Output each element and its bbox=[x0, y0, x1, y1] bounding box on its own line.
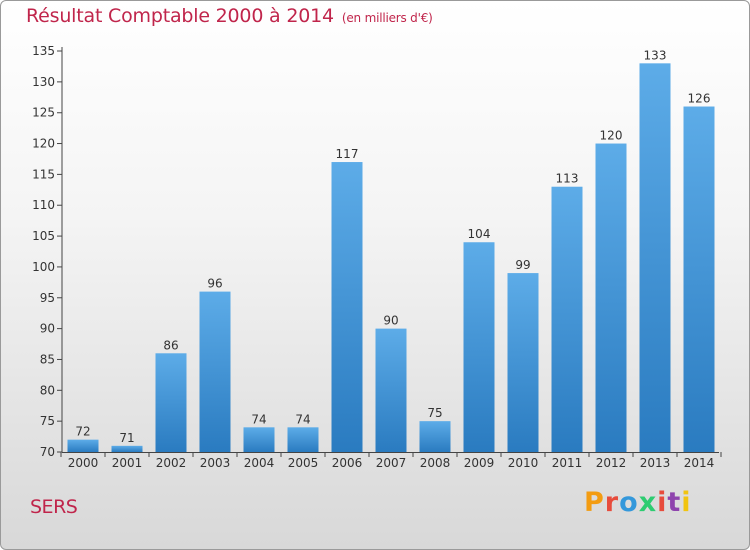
y-tick-label-110: 110 bbox=[32, 198, 55, 212]
x-tick-label-2014: 2014 bbox=[684, 456, 715, 470]
bar-2003 bbox=[199, 291, 231, 452]
y-tick-label-85: 85 bbox=[40, 352, 55, 366]
y-tick-label-100: 100 bbox=[32, 260, 55, 274]
data-label-2007: 90 bbox=[383, 314, 398, 328]
x-tick-label-2007: 2007 bbox=[376, 456, 407, 470]
x-tick-label-2006: 2006 bbox=[332, 456, 363, 470]
data-label-2006: 117 bbox=[336, 147, 359, 161]
data-label-2010: 99 bbox=[515, 258, 530, 272]
y-tick-label-75: 75 bbox=[40, 414, 55, 428]
bar-2008 bbox=[419, 421, 451, 452]
y-tick-label-90: 90 bbox=[40, 322, 55, 336]
bar-2007 bbox=[375, 328, 407, 452]
bar-2012 bbox=[595, 143, 627, 453]
y-tick-label-135: 135 bbox=[32, 44, 55, 58]
y-tick-label-115: 115 bbox=[32, 167, 55, 181]
logo-letter: t bbox=[667, 487, 682, 518]
bars-group: 72 71 86 96 74 74 117 90 75 104 99 113 120 133 126 bbox=[67, 48, 715, 453]
logo-letter: i bbox=[681, 487, 692, 518]
x-tick-label-2004: 2004 bbox=[244, 456, 275, 470]
x-tick-label-2005: 2005 bbox=[288, 456, 319, 470]
y-tick-label-105: 105 bbox=[32, 229, 55, 243]
bar-2011 bbox=[551, 186, 583, 452]
data-label-2013: 133 bbox=[644, 48, 667, 62]
chart-title: Résultat Comptable 2000 à 2014 (en millie… bbox=[26, 5, 433, 27]
x-tick-label-2003: 2003 bbox=[200, 456, 231, 470]
data-label-2009: 104 bbox=[468, 227, 491, 241]
x-tick-label-2008: 2008 bbox=[420, 456, 451, 470]
city-name: SERS bbox=[30, 496, 78, 518]
x-tick-label-2010: 2010 bbox=[508, 456, 539, 470]
bar-2005 bbox=[287, 427, 319, 452]
bar-2010 bbox=[507, 273, 539, 452]
data-label-2002: 86 bbox=[163, 338, 178, 352]
y-tick-label-130: 130 bbox=[32, 75, 55, 89]
x-tick-label-2013: 2013 bbox=[640, 456, 671, 470]
data-label-2004: 74 bbox=[251, 412, 266, 426]
data-label-2000: 72 bbox=[75, 425, 90, 439]
data-label-2014: 126 bbox=[688, 92, 711, 106]
title-text: Résultat Comptable 2000 à 2014 bbox=[26, 5, 334, 27]
y-tick-label-80: 80 bbox=[40, 383, 55, 397]
bar-2014 bbox=[683, 106, 715, 453]
y-tick-label-95: 95 bbox=[40, 291, 55, 305]
logo-letter: P bbox=[584, 487, 605, 518]
y-tick-label-125: 125 bbox=[32, 106, 55, 120]
data-label-2012: 120 bbox=[600, 129, 623, 143]
data-label-2011: 113 bbox=[556, 172, 579, 186]
proxiti-logo: Proxiti bbox=[584, 487, 692, 518]
x-tick-label-2000: 2000 bbox=[68, 456, 99, 470]
bar-2004 bbox=[243, 427, 275, 452]
bar-2006 bbox=[331, 162, 363, 453]
logo-letter: x bbox=[638, 487, 658, 518]
y-tick-label-70: 70 bbox=[40, 445, 55, 459]
bar-2000 bbox=[67, 439, 99, 452]
logo-letter: i bbox=[657, 487, 668, 518]
x-tick-label-2001: 2001 bbox=[112, 456, 143, 470]
bar-2001 bbox=[111, 445, 143, 452]
x-tick-label-2002: 2002 bbox=[156, 456, 187, 470]
data-label-2003: 96 bbox=[207, 277, 222, 291]
logo-letter: r bbox=[604, 487, 620, 518]
data-label-2005: 74 bbox=[295, 412, 310, 426]
bar-2009 bbox=[463, 242, 495, 452]
bar-2013 bbox=[639, 63, 671, 452]
y-tick-label-120: 120 bbox=[32, 137, 55, 151]
chart-subtitle: (en milliers d'€) bbox=[341, 11, 433, 25]
data-label-2008: 75 bbox=[427, 406, 442, 420]
logo-letter: o bbox=[619, 487, 639, 518]
bar-2002 bbox=[155, 353, 187, 452]
x-tick-label-2012: 2012 bbox=[596, 456, 627, 470]
x-tick-label-2009: 2009 bbox=[464, 456, 495, 470]
data-label-2001: 71 bbox=[119, 431, 134, 445]
axes-group: 70 75 80 85 90 95 100 105 110 115 120 125 130 135 2000… bbox=[32, 44, 722, 470]
x-tick-label-2011: 2011 bbox=[552, 456, 583, 470]
